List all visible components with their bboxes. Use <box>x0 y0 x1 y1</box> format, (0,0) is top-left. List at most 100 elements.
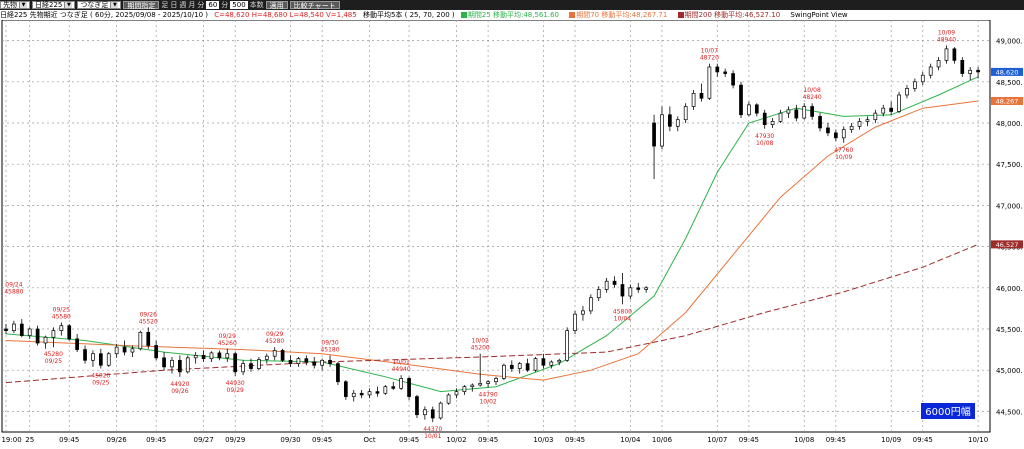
ma3-legend: 期間200 移動平均:46,527.10 <box>677 11 785 19</box>
candle-up <box>185 357 190 373</box>
candle-up <box>494 378 498 383</box>
candle-down <box>359 392 364 396</box>
candle-down <box>233 353 238 373</box>
candle-down <box>652 122 656 147</box>
y-axis: 49,000.48,500.48,000.47,500.47,000.46,50… <box>991 38 1023 416</box>
price-label-box <box>991 67 1023 76</box>
symbol-select[interactable]: 日経225 ▼ <box>32 1 76 9</box>
swing-label: 10/08 <box>803 87 820 94</box>
candle-up <box>43 336 48 344</box>
swing-label: 10/09 <box>938 30 955 37</box>
swing-label: 10/09 <box>835 154 852 161</box>
candle-up <box>91 353 95 361</box>
contract-select[interactable]: つなぎ足 ▼ <box>77 1 122 9</box>
swing-label: 09/25 <box>45 358 62 365</box>
candle-up <box>51 330 56 338</box>
period-option-month[interactable]: 月 <box>188 1 196 9</box>
swing-label: 44930 <box>226 380 245 387</box>
candle-up <box>462 386 467 392</box>
candle-up <box>446 394 451 404</box>
x-tick-label: 09:45 <box>146 436 166 444</box>
x-tick-label: 09:45 <box>59 436 79 444</box>
x-tick-label: 09:45 <box>826 436 846 444</box>
candle-up <box>628 287 633 297</box>
plot-frame <box>1 20 991 433</box>
ma-line-1 <box>5 76 979 393</box>
candle-up <box>399 378 404 389</box>
candle-up <box>691 92 696 107</box>
candle-down <box>668 114 672 127</box>
candle-down <box>731 73 735 86</box>
candle-down <box>288 359 293 364</box>
candle-up <box>12 323 16 331</box>
candle-down <box>98 353 103 366</box>
chevron-down-icon: ▼ <box>64 2 73 8</box>
minutes-input[interactable]: 60 <box>206 1 220 9</box>
candle-down <box>83 349 87 361</box>
apply-button[interactable]: 適用 <box>265 1 288 10</box>
market-select-value: 先物 <box>3 1 17 9</box>
candle-up <box>968 69 973 74</box>
y-tick-label: 47,000. <box>996 202 1023 210</box>
candle-up <box>209 352 214 360</box>
candle-up <box>857 121 862 127</box>
x-tick-label: 09/30 <box>280 436 300 444</box>
candle-up <box>59 325 64 331</box>
swing-label: 09/25 <box>92 380 109 387</box>
swing-label: 10/01 <box>424 433 441 440</box>
candle-down <box>620 284 625 297</box>
candle-down <box>636 287 641 290</box>
candle-up <box>549 361 554 366</box>
candle-up <box>944 48 949 61</box>
ma1-legend: 期間25 移動平均:48,561.60 <box>460 11 563 19</box>
x-tick-label: 10/02 <box>446 436 466 444</box>
period-button[interactable]: 期間指定 <box>123 1 160 10</box>
candle-up <box>683 106 688 121</box>
swing-label: 45200 <box>471 345 490 352</box>
ma-line-2 <box>5 100 979 381</box>
candle-up <box>241 363 245 373</box>
candle-up <box>351 392 356 397</box>
range-badge-text: 6000円幅 <box>925 405 970 418</box>
candle-up <box>873 112 878 121</box>
candle-up <box>802 106 807 119</box>
source-label: SwingPoint View <box>790 11 848 19</box>
candle-down <box>336 363 340 383</box>
period-option-week[interactable]: 週 <box>179 1 187 9</box>
swing-label: 10/02 <box>472 338 489 345</box>
price-chart[interactable]: 09/244588009/25455804528009/254502009/25… <box>0 20 1024 449</box>
swing-label: 09/25 <box>53 306 70 313</box>
x-tick-label: 10/07 <box>707 436 727 444</box>
candle-down <box>541 358 546 366</box>
candle-up <box>786 109 791 114</box>
period-option-minute[interactable]: 分 <box>197 1 205 9</box>
swing-label: 45180 <box>320 346 339 353</box>
swing-label: 09/29 <box>227 387 244 394</box>
candle-up <box>264 355 269 360</box>
candle-up <box>849 125 854 130</box>
y-tick-label: 48,500. <box>996 79 1023 87</box>
price-label: 46,527 <box>996 241 1019 249</box>
candle-down <box>952 48 957 61</box>
grid <box>1 20 991 433</box>
candle-down <box>122 346 127 353</box>
period-option-day[interactable]: 日 <box>170 1 178 9</box>
chart-title: 日経225 先物期近 つなぎ足 ( 60分, 2025/09/08 - 2025… <box>0 11 208 19</box>
count-input[interactable]: 500 <box>230 1 248 9</box>
swing-label: 45280 <box>265 338 284 345</box>
candle-down <box>328 359 332 364</box>
market-select[interactable]: 先物 ▼ <box>0 1 30 9</box>
candle-up <box>588 297 593 312</box>
candle-up <box>770 121 775 125</box>
candle-up <box>517 363 522 369</box>
candle-up <box>533 358 538 371</box>
candle-up <box>130 348 135 353</box>
price-label-box <box>991 96 1023 105</box>
swing-label: 45260 <box>218 340 237 347</box>
candle-down <box>509 364 514 369</box>
x-tick-label: 10/08 <box>794 436 814 444</box>
candle-down <box>762 112 767 125</box>
swing-label: 48240 <box>803 94 822 101</box>
compare-chart-button[interactable]: 比較チャート <box>289 1 340 10</box>
y-tick-label: 45,500. <box>996 326 1023 334</box>
